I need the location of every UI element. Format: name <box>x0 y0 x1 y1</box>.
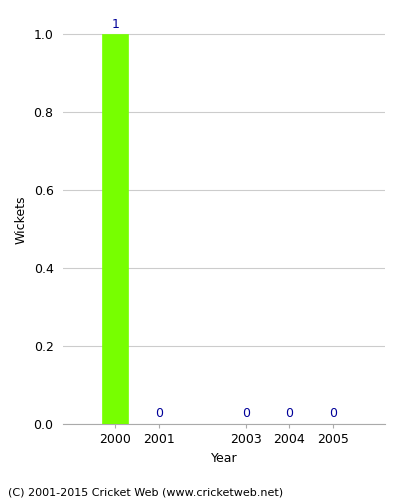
Text: 0: 0 <box>285 406 293 420</box>
Bar <box>102 34 128 424</box>
Text: 0: 0 <box>242 406 250 420</box>
Text: 0: 0 <box>155 406 163 420</box>
Y-axis label: Wickets: Wickets <box>15 196 28 244</box>
Text: (C) 2001-2015 Cricket Web (www.cricketweb.net): (C) 2001-2015 Cricket Web (www.cricketwe… <box>8 488 283 498</box>
X-axis label: Year: Year <box>211 452 238 465</box>
Text: 1: 1 <box>112 18 119 30</box>
Text: 0: 0 <box>329 406 337 420</box>
